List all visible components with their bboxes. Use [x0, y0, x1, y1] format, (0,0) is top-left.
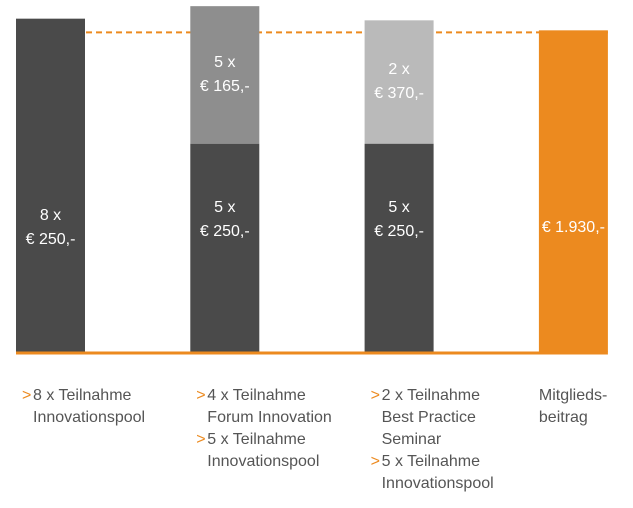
- description: 2 x Teilnahme: [382, 387, 481, 404]
- bar-segment: [190, 6, 260, 144]
- description: Innovationspool: [207, 453, 319, 470]
- bullet: >: [196, 431, 205, 448]
- description: Forum Innovation: [207, 409, 332, 426]
- bar-label: € 250,-: [26, 231, 76, 248]
- bullet: >: [371, 453, 380, 470]
- bar-label: 5 x: [214, 54, 235, 71]
- bar-label: € 165,-: [200, 78, 250, 95]
- bullet: >: [196, 387, 205, 404]
- bar-segment: [190, 143, 260, 352]
- bar-label: € 1.930,-: [542, 219, 605, 236]
- description: Innovationspool: [382, 475, 494, 492]
- description: 8 x Teilnahme: [33, 387, 132, 404]
- description: Innovationspool: [33, 409, 145, 426]
- description: Best Practice: [382, 409, 476, 426]
- bullet: >: [371, 387, 380, 404]
- bar-label: 5 x: [214, 199, 235, 216]
- bar-label: € 370,-: [374, 85, 424, 102]
- description: 4 x Teilnahme: [207, 387, 306, 404]
- bar-label: € 250,-: [200, 223, 250, 240]
- bar-segment: [364, 20, 434, 144]
- description: Mitglieds-: [539, 387, 607, 404]
- bar-segment: [364, 143, 434, 352]
- bar-segment: [16, 18, 85, 353]
- description: 5 x Teilnahme: [207, 431, 306, 448]
- description: 5 x Teilnahme: [382, 453, 481, 470]
- bullet: >: [22, 387, 31, 404]
- bar-label: 2 x: [388, 61, 409, 78]
- bar-label: 5 x: [388, 199, 409, 216]
- bar-label: 8 x: [40, 207, 61, 224]
- bar-label: € 250,-: [374, 223, 424, 240]
- description: beitrag: [539, 409, 588, 426]
- bar-segment: [538, 30, 608, 352]
- description: Seminar: [382, 431, 442, 448]
